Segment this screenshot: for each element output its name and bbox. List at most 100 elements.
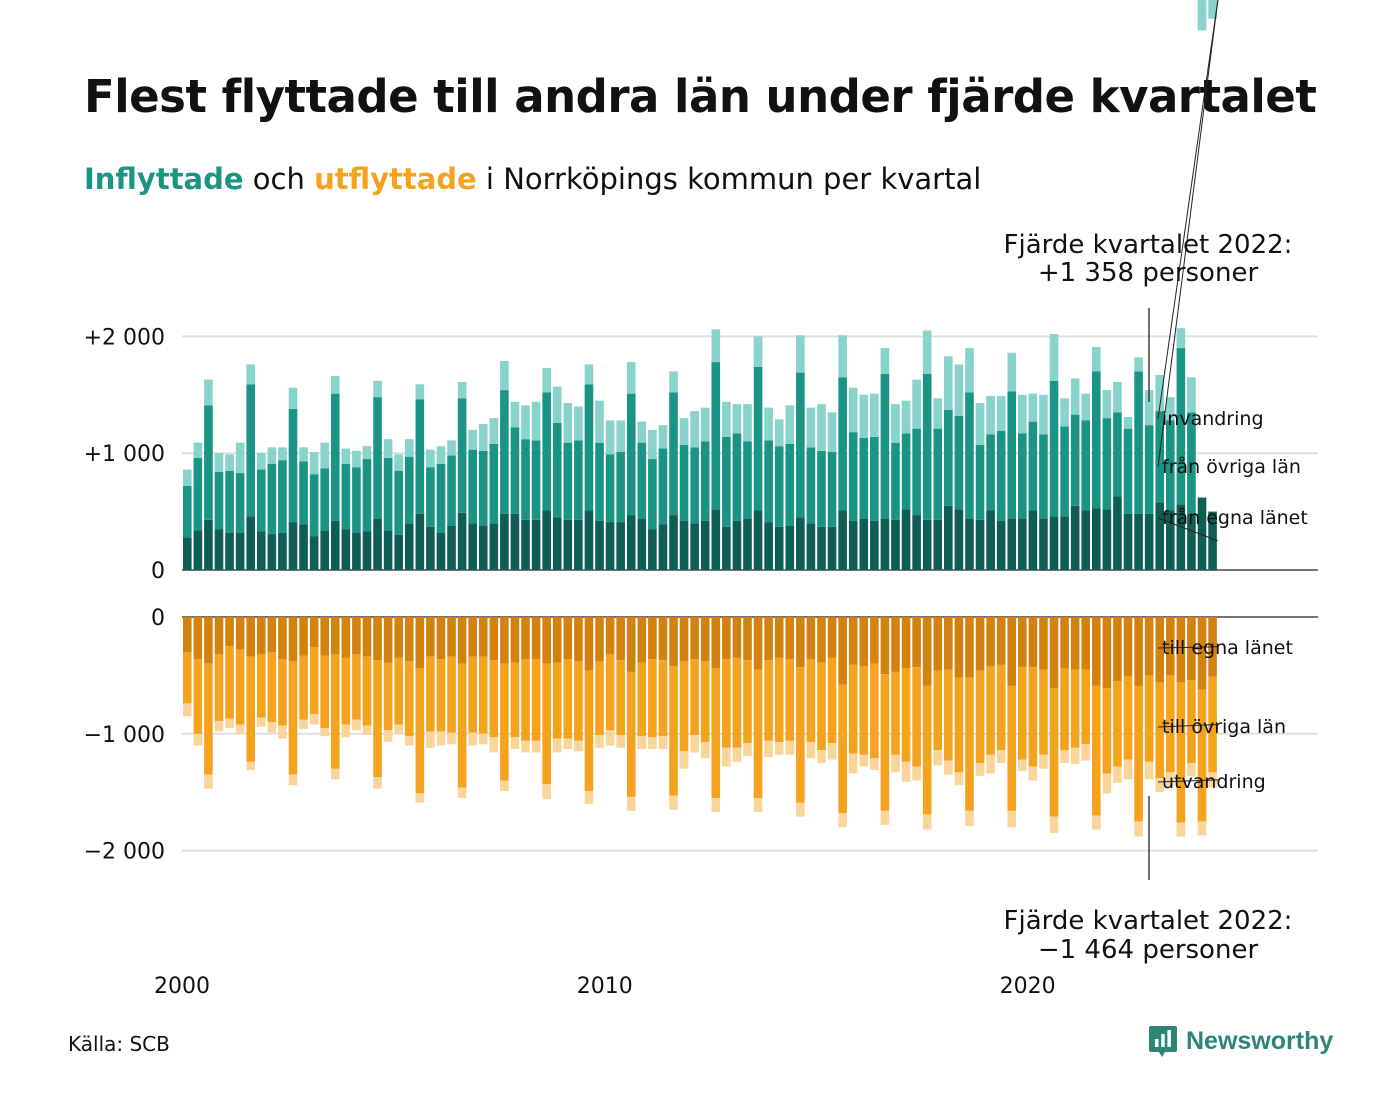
bar-in-0-38 xyxy=(584,510,594,570)
bar-in-1-65 xyxy=(870,436,879,521)
y-tick-bottom: −1 000 xyxy=(84,723,165,748)
bar-in-2-56 xyxy=(774,419,784,447)
bar-in-2-60 xyxy=(817,404,826,451)
bar-in-1-95 xyxy=(1187,412,1196,514)
bar-out-2-23 xyxy=(426,731,435,748)
bar-in-2-77 xyxy=(996,395,1006,432)
bar-out-2-67 xyxy=(891,754,900,773)
bar-out-2-88 xyxy=(1113,766,1122,783)
bar-out-0-21 xyxy=(404,617,414,662)
bar-in-1-20 xyxy=(394,470,403,535)
bar-out-1-27 xyxy=(468,656,477,733)
bar-in-2-49 xyxy=(700,407,710,442)
bar-out-0-91 xyxy=(1144,617,1154,676)
bar-in-1-50 xyxy=(711,362,721,510)
bar-out-2-53 xyxy=(743,743,752,756)
bar-in-0-58 xyxy=(796,517,805,570)
bar-out-2-89 xyxy=(1123,759,1133,780)
bar-in-2-0 xyxy=(182,469,192,486)
bar-out-1-41 xyxy=(616,660,625,735)
bar-in-0-14 xyxy=(330,520,340,570)
bar-in-0-78 xyxy=(1007,518,1017,570)
bar-in-1-3 xyxy=(214,471,224,530)
bar-out-1-25 xyxy=(447,656,456,733)
bar-out-1-33 xyxy=(531,659,541,741)
bar-out-1-88 xyxy=(1113,681,1122,767)
bar-out-0-80 xyxy=(1028,617,1038,668)
bar-in-2-38 xyxy=(584,364,594,385)
bar-in-1-68 xyxy=(901,433,911,510)
bar-in-0-19 xyxy=(383,530,393,570)
bar-out-1-24 xyxy=(436,659,446,732)
bar-out-2-30 xyxy=(500,780,509,792)
bar-in-2-46 xyxy=(669,371,678,393)
bar-in-2-26 xyxy=(457,381,467,399)
bar-in-0-80 xyxy=(1028,510,1038,570)
bar-out-2-80 xyxy=(1028,766,1038,781)
bar-out-0-8 xyxy=(267,617,277,653)
newsworthy-chart-icon xyxy=(1149,1026,1177,1057)
bar-out-1-20 xyxy=(394,657,403,725)
bar-out-0-2 xyxy=(204,617,213,664)
bar-out-1-23 xyxy=(426,656,435,732)
bar-out-1-75 xyxy=(975,670,985,763)
bar-out-2-77 xyxy=(996,750,1006,763)
annotation-bottom-line1: Fjärde kvartalet 2022: xyxy=(1004,906,1293,936)
bar-out-0-13 xyxy=(320,617,329,656)
bar-out-2-46 xyxy=(669,795,678,810)
bar-out-1-51 xyxy=(722,659,731,748)
bar-out-1-83 xyxy=(1060,668,1069,751)
bar-in-1-38 xyxy=(584,384,594,511)
bar-in-2-83 xyxy=(1060,398,1069,427)
bar-out-2-93 xyxy=(1165,772,1175,786)
bar-out-2-5 xyxy=(235,724,245,734)
bar-in-2-70 xyxy=(922,330,932,374)
bar-in-0-5 xyxy=(235,532,245,570)
series-leader-top xyxy=(1157,0,1219,468)
bar-out-0-62 xyxy=(838,617,847,685)
bar-out-2-49 xyxy=(700,741,710,759)
bar-in-1-31 xyxy=(510,427,520,514)
bar-out-1-52 xyxy=(732,657,742,748)
y-tick-top: +2 000 xyxy=(84,325,165,350)
bar-out-2-79 xyxy=(1018,759,1027,772)
bar-out-2-40 xyxy=(605,730,615,746)
bar-in-0-83 xyxy=(1060,516,1069,570)
series-label-in-1: från övriga län xyxy=(1162,455,1301,478)
bar-out-1-17 xyxy=(362,656,372,726)
bar-in-1-36 xyxy=(563,442,573,520)
bar-in-0-61 xyxy=(827,526,837,570)
bar-in-1-66 xyxy=(880,373,890,519)
bar-in-0-88 xyxy=(1113,496,1122,570)
bar-out-1-34 xyxy=(542,663,551,785)
bar-out-1-4 xyxy=(225,646,234,719)
bar-in-0-10 xyxy=(288,522,298,570)
bar-in-2-17 xyxy=(362,446,372,460)
bar-out-2-76 xyxy=(986,754,995,774)
bar-in-0-68 xyxy=(901,509,911,570)
subtitle-utflyttade: utflyttade xyxy=(314,162,477,196)
bar-out-1-37 xyxy=(574,661,583,741)
bar-in-0-86 xyxy=(1092,508,1101,570)
bar-out-2-27 xyxy=(468,732,477,746)
bar-out-2-32 xyxy=(521,740,530,753)
bar-in-2-50 xyxy=(711,329,721,363)
bar-out-1-62 xyxy=(838,684,847,814)
bar-out-2-44 xyxy=(648,737,657,749)
bar-out-2-6 xyxy=(246,761,256,771)
bar-out-0-52 xyxy=(732,617,742,658)
bar-in-0-76 xyxy=(986,510,995,570)
bar-out-0-67 xyxy=(891,617,900,672)
bar-out-2-43 xyxy=(637,736,647,749)
bar-out-2-90 xyxy=(1134,821,1143,837)
bar-out-1-10 xyxy=(288,661,298,775)
bar-in-1-71 xyxy=(933,428,943,520)
bar-out-0-33 xyxy=(531,617,541,660)
bar-in-0-52 xyxy=(732,520,742,570)
bar-out-0-69 xyxy=(912,617,921,668)
bar-out-1-92 xyxy=(1155,682,1165,779)
bar-in-1-72 xyxy=(944,409,953,506)
bar-in-2-88 xyxy=(1113,381,1122,413)
bar-in-1-49 xyxy=(700,441,710,521)
bar-out-1-2 xyxy=(204,663,213,775)
